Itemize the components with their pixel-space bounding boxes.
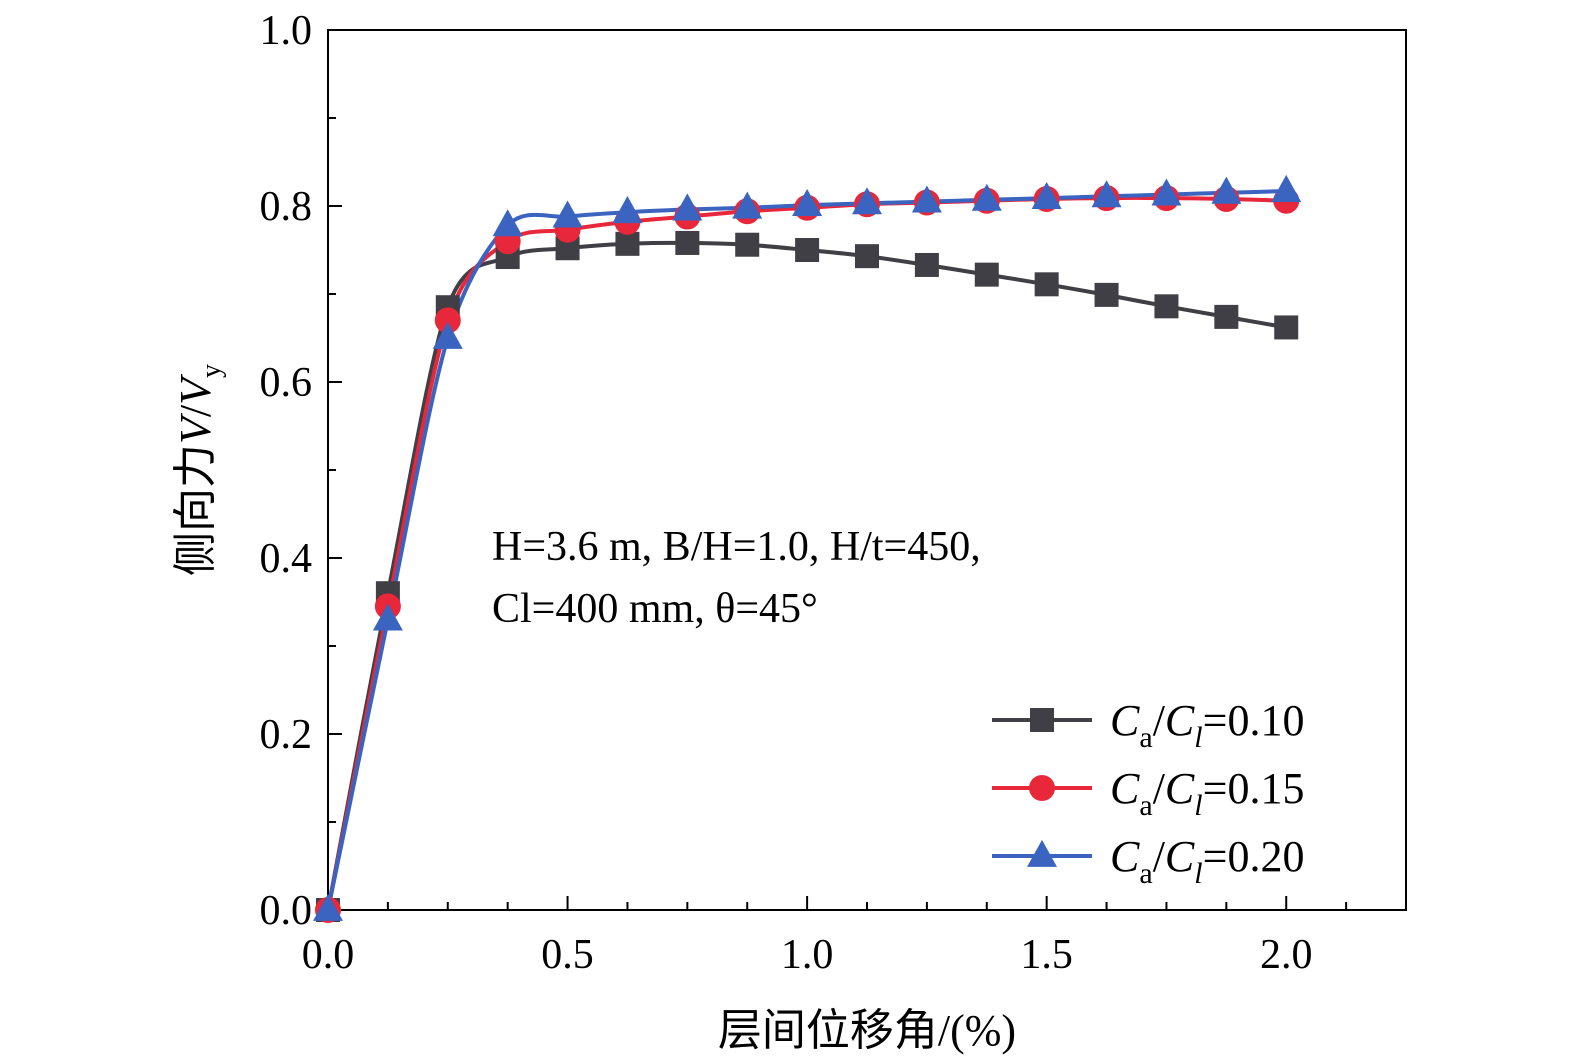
series-3-point: [1091, 180, 1122, 208]
y-tick-label: 0.8: [260, 184, 313, 230]
series-1-point: [555, 236, 580, 261]
series-2-point: [434, 307, 461, 334]
legend-label-part: /: [1153, 832, 1166, 881]
y-axis-title-vy: V: [171, 373, 220, 405]
series-1-point: [974, 262, 999, 287]
legend-label-part: =0.15: [1203, 764, 1305, 813]
y-tick-label: 1.0: [260, 8, 313, 54]
legend-label-part: l: [1194, 789, 1202, 822]
series-1-point: [914, 252, 939, 277]
series-3-point: [492, 209, 523, 237]
series-1-point: [1094, 282, 1119, 307]
series-3-point: [372, 603, 403, 631]
legend-label-part: l: [1194, 721, 1202, 754]
legend-label-part: /: [1153, 696, 1166, 745]
series-3-point: [432, 321, 463, 349]
x-tick-label: 1.5: [1020, 932, 1073, 978]
legend-label-part: a: [1139, 857, 1152, 890]
legend-marker-3: [1027, 839, 1057, 867]
annotation-line-1: H=3.6 m, B/H=1.0, H/t=450,: [492, 524, 981, 570]
axis-tick-labels: 0.0 0.5 1.0 1.5 2.0 0.0 0.2 0.4 0.6 0.8 1.0: [260, 8, 1313, 978]
series-1-point: [855, 244, 879, 269]
series-1-point: [795, 238, 820, 262]
x-tick-label: 0.0: [302, 932, 355, 978]
y-tick-label: 0.6: [260, 360, 313, 406]
annotation-line-2: Cl=400 mm, θ=45°: [492, 586, 818, 632]
series-3-point: [792, 189, 823, 217]
y-axis-title-prefix: 侧向力: [171, 444, 220, 576]
series-3-point: [852, 187, 882, 215]
y-axis-title: 侧向力V/Vy: [171, 364, 227, 576]
x-tick-label: 2.0: [1260, 932, 1313, 978]
y-axis-title-slash: /: [171, 404, 220, 417]
series-3-point: [1031, 181, 1062, 209]
y-tick-label: 0.4: [260, 536, 313, 582]
legend-label-part: a: [1139, 721, 1152, 754]
legend-label-part: C: [1110, 764, 1140, 813]
series-3-point: [732, 191, 763, 219]
series-3-point: [552, 200, 583, 228]
legend-label-part: /: [1153, 764, 1166, 813]
series-3-point: [1271, 174, 1302, 202]
series-3-point: [1211, 176, 1242, 204]
series-1-point: [675, 230, 700, 255]
series-markers: [313, 174, 1302, 923]
series-3-point: [971, 183, 1002, 211]
y-axis-title-v: V: [171, 412, 220, 444]
x-tick-label: 1.0: [781, 932, 834, 978]
series-3-point: [911, 185, 942, 213]
legend-label-1: Ca/Cl=0.10: [1110, 696, 1304, 754]
legend-label-part: =0.10: [1203, 696, 1305, 745]
series-3-point: [313, 893, 343, 921]
legend-label-2: Ca/Cl=0.15: [1110, 764, 1304, 822]
series-1-point: [1274, 315, 1299, 340]
legend-label-part: =0.20: [1203, 832, 1305, 881]
series-3-point: [612, 196, 643, 224]
series-1-point: [1154, 294, 1179, 319]
legend-label-part: C: [1165, 696, 1195, 745]
series-1-point: [615, 231, 640, 256]
legend-label-part: l: [1194, 857, 1202, 890]
series-1-point: [735, 232, 760, 257]
x-axis-title: 层间位移角/(%): [718, 1006, 1016, 1055]
series-1-point: [1034, 272, 1059, 297]
y-tick-label: 0.2: [260, 712, 313, 758]
series-3-point: [672, 193, 703, 221]
legend-label-part: C: [1165, 832, 1195, 881]
series-3-point: [1151, 178, 1182, 206]
legend-label-part: C: [1110, 696, 1140, 745]
y-tick-label: 0.0: [260, 888, 313, 934]
series-1-point: [1214, 304, 1239, 329]
legend-label-part: a: [1139, 789, 1152, 822]
legend-label-part: C: [1165, 764, 1195, 813]
y-axis-title-vy-sub: y: [196, 364, 227, 378]
legend-label-3: Ca/Cl=0.20: [1110, 832, 1304, 890]
x-tick-label: 0.5: [541, 932, 594, 978]
legend-marker-2: [1029, 775, 1055, 801]
legend-marker-1: [1030, 708, 1054, 732]
legend-label-part: C: [1110, 832, 1140, 881]
